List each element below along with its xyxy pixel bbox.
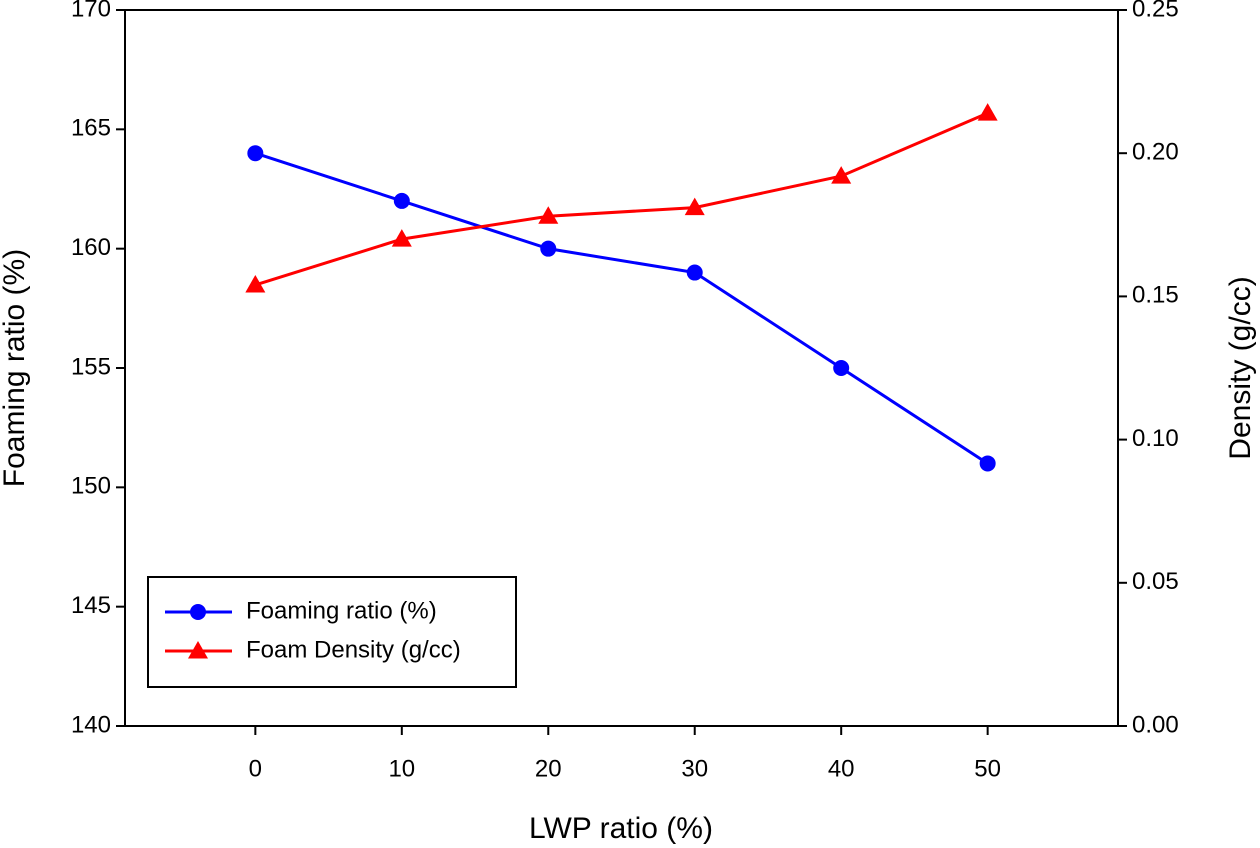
marker: [977, 103, 998, 121]
y-axis-title: Foaming ratio (%): [0, 249, 31, 487]
series-line: [254, 151, 989, 465]
x-tick-label: 50: [974, 755, 1001, 782]
y2-tick-label: 0.00: [1132, 711, 1179, 738]
x-tick-label: 0: [249, 755, 262, 782]
marker: [540, 240, 557, 257]
y-tick-label: 145: [71, 592, 111, 619]
y-tick-label: 170: [71, 0, 111, 22]
x-tick-label: 20: [535, 755, 562, 782]
x-axis-title: LWP ratio (%): [529, 812, 713, 845]
x-tick-label: 40: [828, 755, 855, 782]
y2-tick-label: 0.10: [1132, 425, 1179, 452]
marker: [245, 274, 266, 293]
y-tick-label: 150: [71, 473, 111, 500]
marker: [833, 360, 850, 376]
y-tick-label: 155: [71, 353, 111, 380]
x-tick-label: 10: [388, 755, 415, 782]
y-tick-label: 140: [71, 711, 111, 738]
marker: [684, 197, 705, 216]
y-tick-label: 165: [71, 115, 111, 142]
marker: [393, 192, 410, 209]
marker: [247, 145, 264, 162]
marker: [686, 264, 703, 281]
y2-tick-label: 0.05: [1132, 568, 1179, 595]
marker: [391, 229, 412, 247]
x-tick-label: 30: [681, 755, 708, 782]
y-tick-label: 160: [71, 234, 111, 261]
marker: [979, 455, 996, 472]
legend-marker: [188, 641, 208, 659]
marker: [538, 206, 559, 224]
legend-label: Foam Density (g/cc): [246, 636, 461, 663]
legend-label: Foaming ratio (%): [246, 597, 437, 624]
y2-tick-label: 0.15: [1132, 282, 1179, 309]
marker: [831, 166, 852, 184]
y2-axis-title: Density (g/cc): [1224, 276, 1257, 459]
y2-tick-label: 0.25: [1132, 0, 1179, 22]
legend-marker: [190, 604, 206, 620]
y2-tick-label: 0.20: [1132, 139, 1179, 166]
legend-box: [147, 576, 517, 688]
series-line: [254, 111, 989, 287]
